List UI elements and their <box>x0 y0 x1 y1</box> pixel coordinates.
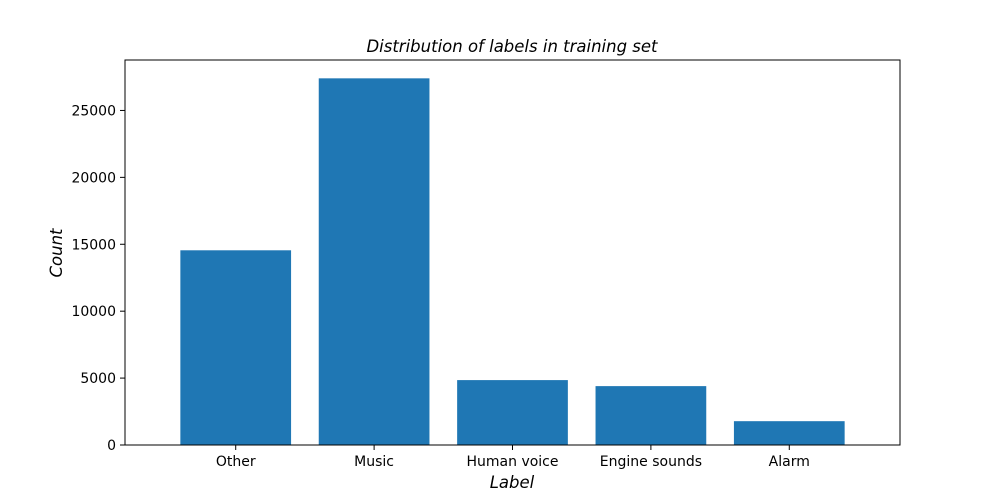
x-axis: Other Music Human voice Engine sounds Alarm <box>216 445 810 470</box>
x-axis-title: Label <box>490 473 535 492</box>
bar-alarm <box>733 421 845 445</box>
bars-group <box>180 78 845 445</box>
y-tick-label: 25000 <box>71 103 116 119</box>
x-tick-label: Other <box>216 454 256 470</box>
y-tick-label: 15000 <box>71 237 116 253</box>
bar-engine-sounds <box>595 386 707 445</box>
y-tick-label: 20000 <box>71 170 116 186</box>
y-axis: 0 5000 10000 15000 20000 25000 <box>71 103 125 454</box>
y-tick-label: 0 <box>107 438 116 454</box>
chart-title: Distribution of labels in training set <box>366 37 658 56</box>
y-axis-title: Count <box>47 228 66 278</box>
bar-music <box>318 78 430 445</box>
x-tick-label: Music <box>354 454 394 470</box>
x-tick-label: Human voice <box>467 454 559 470</box>
y-tick-label: 10000 <box>71 304 116 320</box>
y-tick-label: 5000 <box>80 371 116 387</box>
x-tick-label: Alarm <box>769 454 810 470</box>
x-tick-label: Engine sounds <box>600 454 702 470</box>
bar-other <box>180 250 292 445</box>
bar-human-voice <box>457 380 568 445</box>
